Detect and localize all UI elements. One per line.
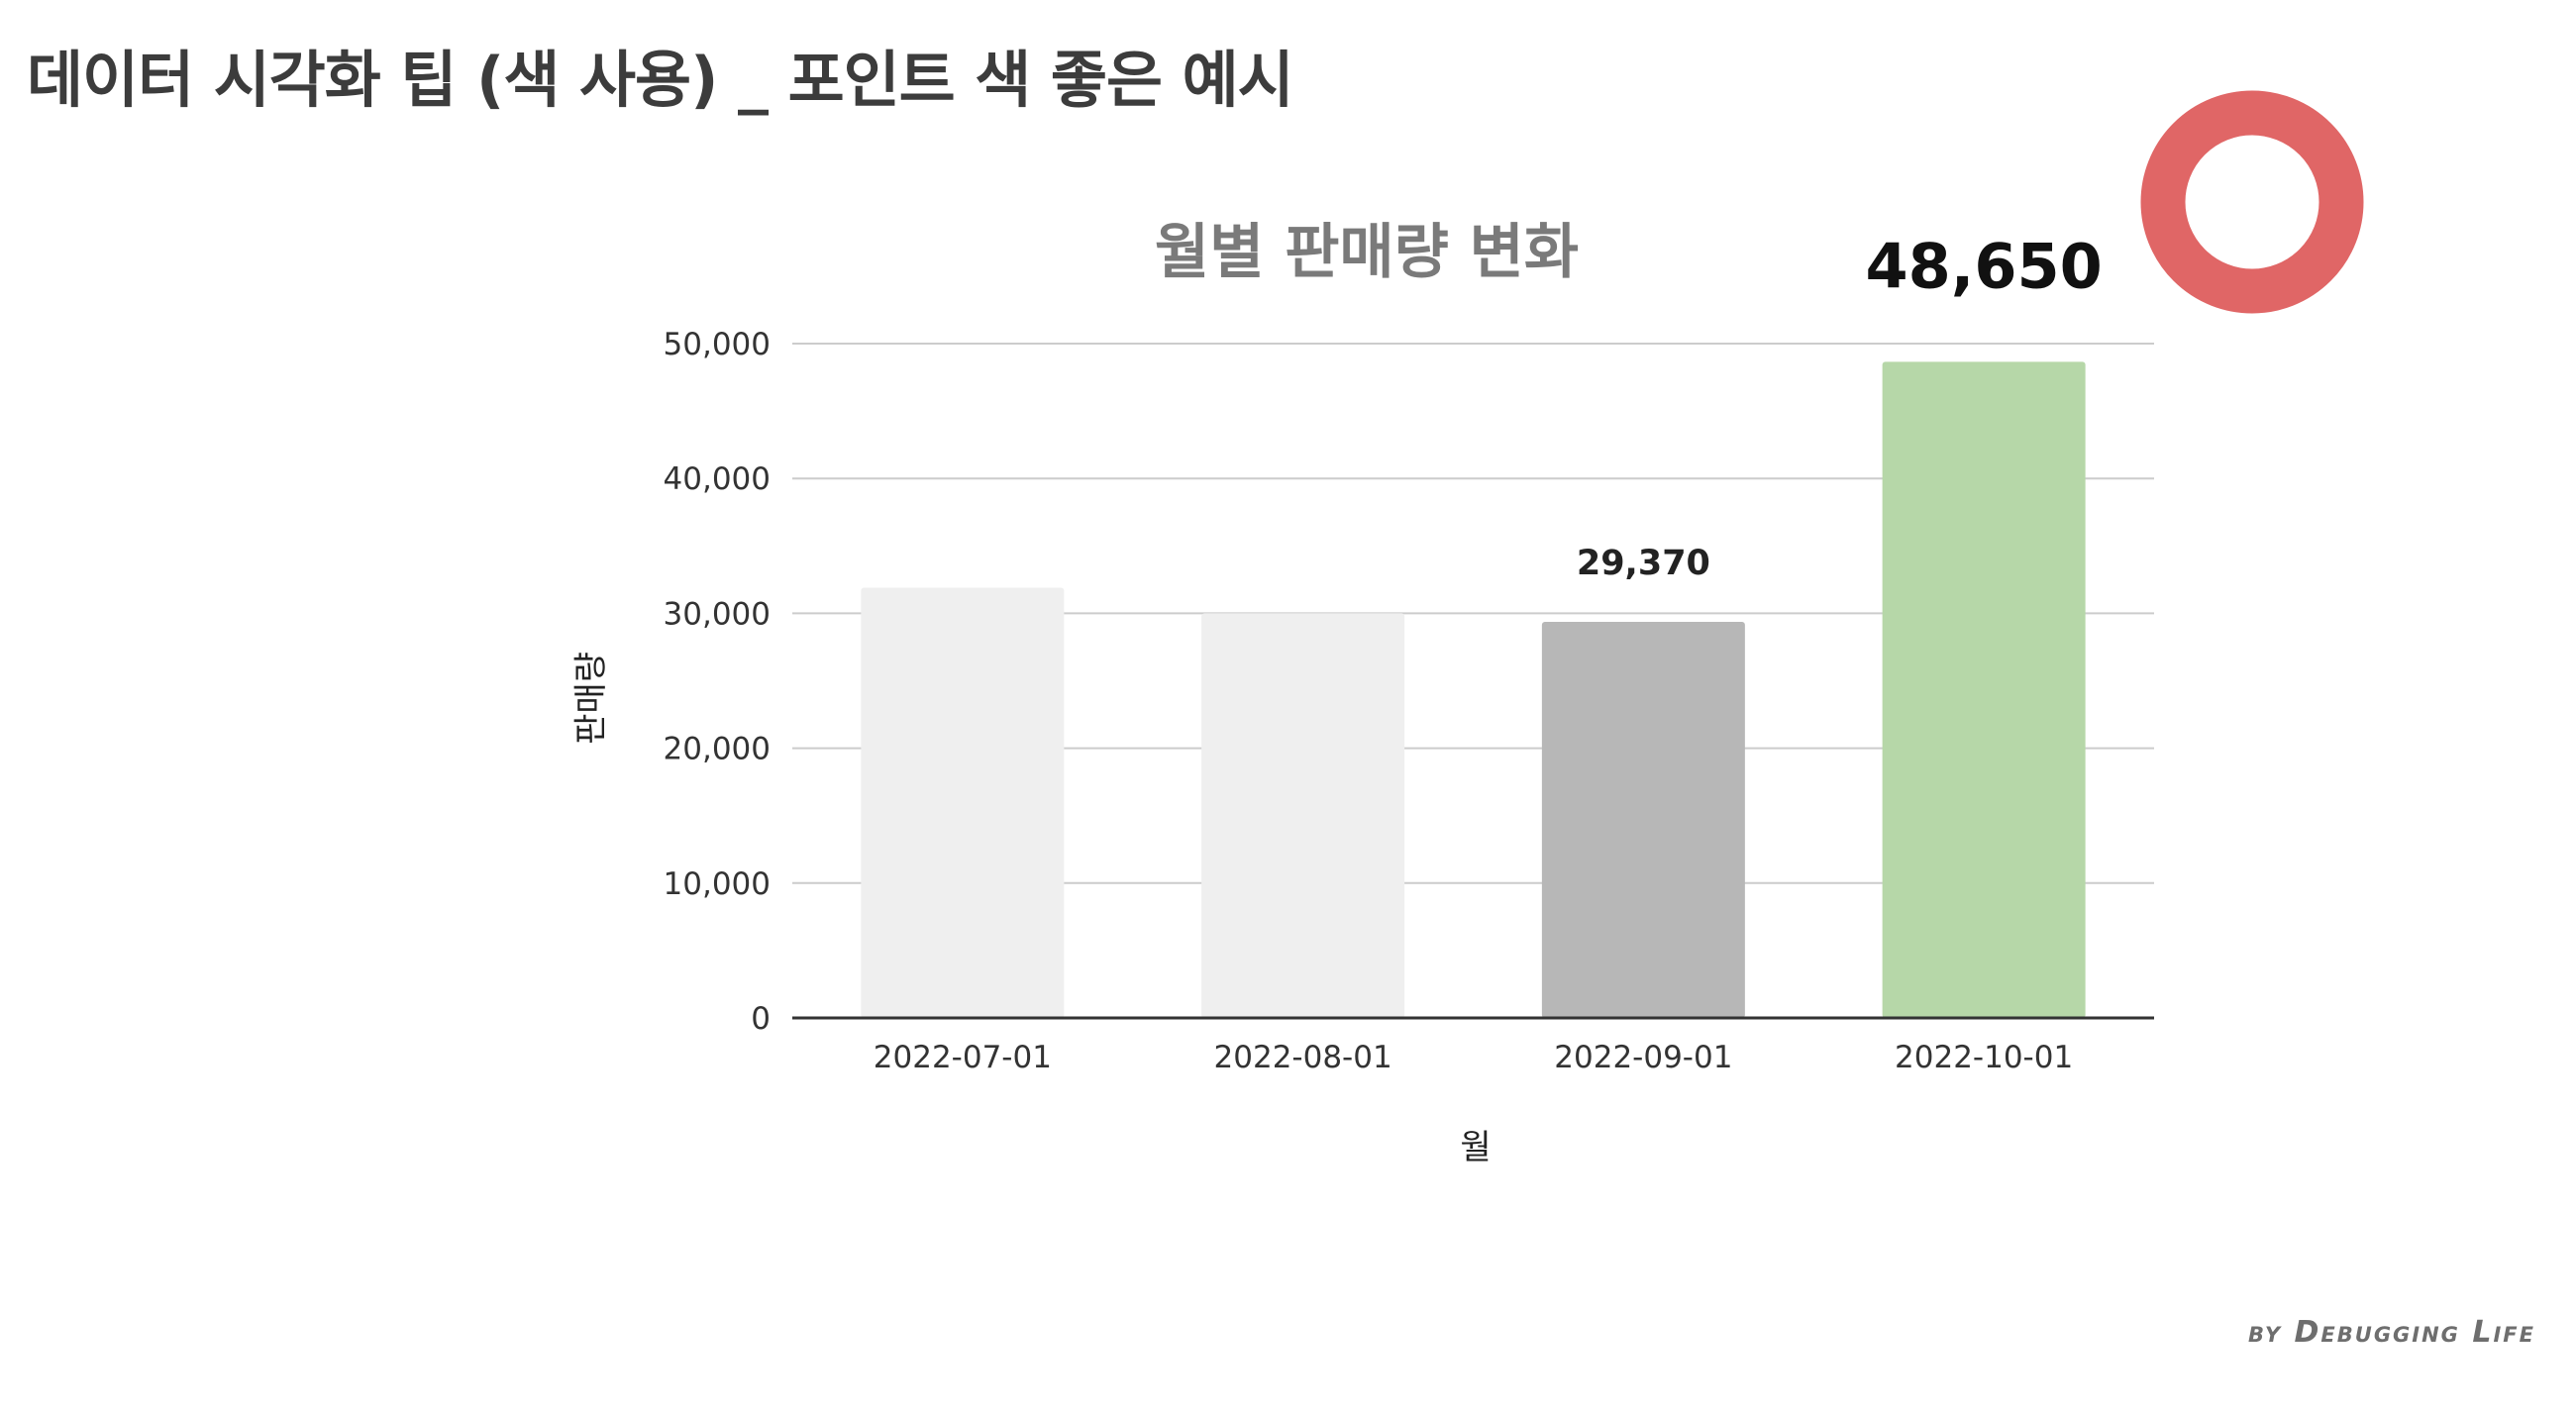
red-circle-o-icon <box>2140 90 2364 314</box>
y-tick-label: 40,000 <box>664 461 771 497</box>
chart-title: 월별 판매량 변화 <box>1155 218 1579 287</box>
y-tick-label: 20,000 <box>664 732 771 767</box>
x-tick-label: 2022-07-01 <box>874 1040 1052 1075</box>
x-axis-ticks: 2022-07-01 2022-08-01 2022-09-01 2022-10-01 <box>874 1040 2073 1075</box>
y-tick-label: 10,000 <box>664 866 771 902</box>
credit-text: by Debugging Life <box>2248 1315 2535 1350</box>
bar <box>1541 621 1745 1018</box>
y-tick-label: 30,000 <box>664 596 771 632</box>
x-tick-label: 2022-09-01 <box>1554 1040 1732 1075</box>
x-tick-label: 2022-10-01 <box>1895 1040 2073 1075</box>
x-tick-label: 2022-08-01 <box>1214 1040 1392 1075</box>
bar <box>861 587 1065 1018</box>
bar <box>1201 613 1405 1018</box>
page-title: 데이터 시각화 팁 (색 사용) _ 포인트 색 좋은 예시 <box>27 44 1294 116</box>
data-label: 48,650 <box>1865 230 2102 302</box>
y-axis-title: 판매량 <box>571 652 611 745</box>
y-tick-label: 50,000 <box>664 327 771 362</box>
data-labels: 29,370 48,650 <box>1577 230 2103 583</box>
bar <box>1882 361 2086 1019</box>
x-axis-title: 월 <box>1460 1128 1491 1167</box>
y-tick-label: 0 <box>751 1001 771 1037</box>
bars <box>861 361 2086 1019</box>
data-label: 29,370 <box>1577 544 1710 583</box>
y-axis-ticks: 0 10,000 20,000 30,000 40,000 50,000 <box>664 327 771 1037</box>
